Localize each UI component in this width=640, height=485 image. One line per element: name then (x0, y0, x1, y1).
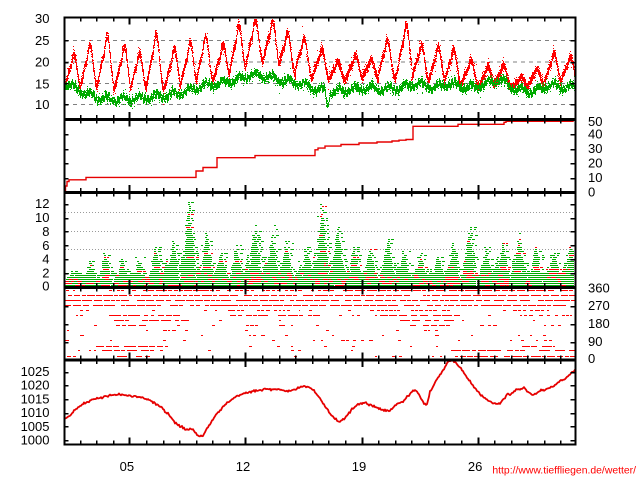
svg-text:4: 4 (42, 252, 49, 267)
svg-text:1025: 1025 (21, 364, 50, 379)
svg-text:20: 20 (588, 156, 602, 171)
svg-text:10: 10 (35, 97, 49, 112)
svg-text:6: 6 (42, 238, 49, 253)
svg-text:25: 25 (35, 33, 49, 48)
svg-text:270: 270 (588, 298, 610, 313)
svg-text:15: 15 (35, 76, 49, 91)
svg-text:10: 10 (35, 210, 49, 225)
svg-text:2: 2 (42, 266, 49, 281)
svg-text:10: 10 (588, 170, 602, 185)
svg-text:30: 30 (588, 141, 602, 156)
svg-text:05: 05 (120, 459, 134, 474)
svg-text:0: 0 (588, 185, 595, 200)
svg-text:40: 40 (588, 127, 602, 142)
svg-text:1015: 1015 (21, 391, 50, 406)
svg-text:90: 90 (588, 334, 602, 349)
svg-text:360: 360 (588, 280, 610, 295)
svg-text:180: 180 (588, 316, 610, 331)
svg-text:30: 30 (35, 11, 49, 26)
svg-text:1010: 1010 (21, 405, 50, 420)
svg-text:1005: 1005 (21, 419, 50, 434)
svg-text:http://www.tieffliegen.de/wett: http://www.tieffliegen.de/wetter/ (492, 466, 636, 477)
svg-text:26: 26 (468, 459, 482, 474)
svg-text:19: 19 (352, 459, 366, 474)
svg-text:0: 0 (42, 279, 49, 294)
svg-text:20: 20 (35, 55, 49, 70)
svg-text:8: 8 (42, 224, 49, 239)
svg-text:1020: 1020 (21, 378, 50, 393)
svg-text:12: 12 (236, 459, 250, 474)
svg-text:50: 50 (588, 114, 602, 129)
svg-text:1000: 1000 (21, 433, 50, 448)
svg-text:0: 0 (588, 351, 595, 366)
svg-text:12: 12 (35, 196, 49, 211)
